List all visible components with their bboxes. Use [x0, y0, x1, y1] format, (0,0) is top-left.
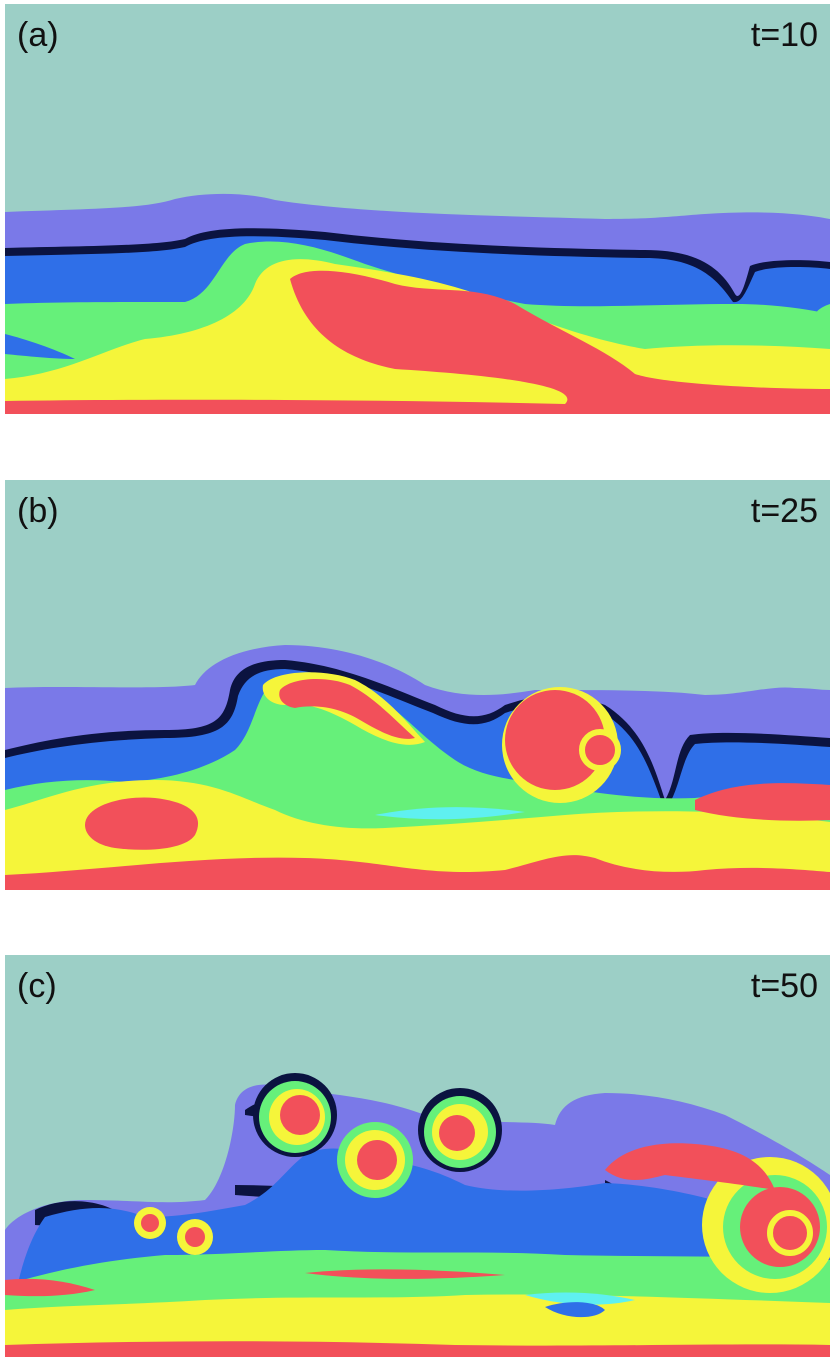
blue-left-tongue	[5, 334, 75, 359]
flow-field-c	[5, 955, 830, 1357]
panel-a: (a) t=10	[5, 4, 830, 414]
vortex-3-red	[439, 1115, 475, 1151]
red-floor	[5, 855, 830, 890]
blue-blob-lower	[545, 1302, 605, 1318]
panel-c: (c) t=50	[5, 955, 830, 1357]
red-floor	[5, 1341, 830, 1357]
panel-label-a: (a)	[17, 16, 59, 54]
panel-label-c: (c)	[17, 967, 57, 1005]
red-layer	[5, 270, 830, 414]
red-upper-blob	[279, 678, 415, 739]
flow-field-a	[5, 4, 830, 414]
panel-label-b: (b)	[17, 492, 59, 530]
red-roll	[505, 690, 605, 790]
time-label-b: t=25	[750, 492, 818, 530]
right-tongue	[605, 1143, 775, 1190]
red-vortex-left	[85, 797, 199, 850]
red-strip-left	[5, 1278, 95, 1297]
small-vortex-1-core	[141, 1214, 159, 1232]
flow-field-b	[5, 480, 830, 890]
cyan-streak	[375, 807, 525, 820]
cyan-streak	[525, 1292, 635, 1305]
time-label-a: t=10	[750, 16, 818, 54]
vortex-1-red	[280, 1095, 320, 1135]
vortex-2-red	[357, 1140, 397, 1180]
small-vortex-2-core	[185, 1227, 205, 1247]
green-right-tongue	[814, 304, 830, 334]
time-label-c: t=50	[750, 967, 818, 1005]
red-mid-streak	[305, 1269, 505, 1279]
red-roll-core	[579, 729, 621, 771]
panel-b: (b) t=25	[5, 480, 830, 890]
red-right-tongue	[695, 783, 830, 821]
vortex-4-core	[767, 1210, 813, 1256]
